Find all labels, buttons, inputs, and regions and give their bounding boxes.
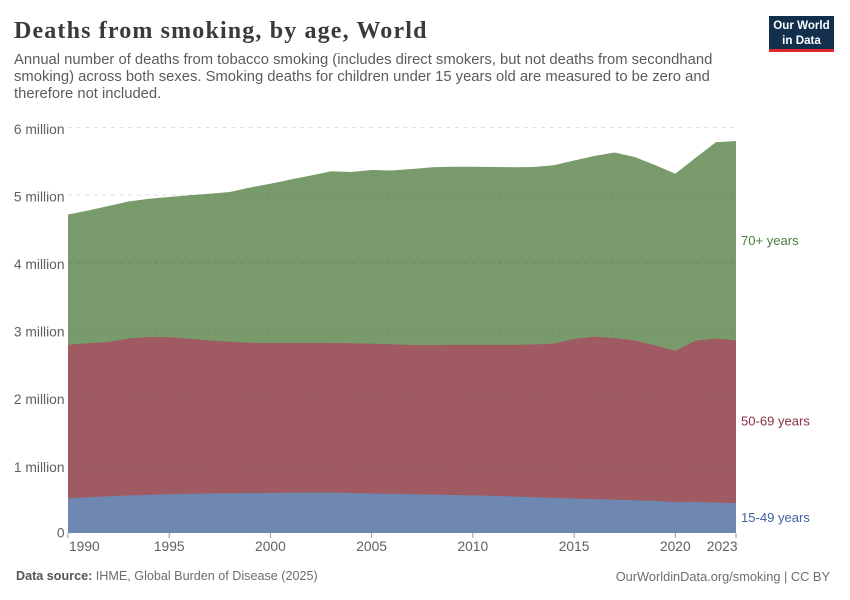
svg-text:2010: 2010 xyxy=(457,539,488,554)
svg-text:5 million: 5 million xyxy=(14,189,65,204)
svg-text:0: 0 xyxy=(57,525,65,540)
svg-text:6 million: 6 million xyxy=(14,122,65,137)
svg-text:50-69 years: 50-69 years xyxy=(741,413,810,428)
svg-text:2023: 2023 xyxy=(707,539,738,554)
svg-text:2000: 2000 xyxy=(255,539,286,554)
svg-text:1990: 1990 xyxy=(69,539,100,554)
svg-text:2020: 2020 xyxy=(660,539,691,554)
svg-text:1 million: 1 million xyxy=(14,460,65,475)
svg-text:3 million: 3 million xyxy=(14,325,65,340)
svg-text:2 million: 2 million xyxy=(14,392,65,407)
svg-text:2015: 2015 xyxy=(559,539,590,554)
svg-text:1995: 1995 xyxy=(154,539,185,554)
svg-text:4 million: 4 million xyxy=(14,257,65,272)
svg-text:70+ years: 70+ years xyxy=(741,233,799,248)
svg-text:2005: 2005 xyxy=(356,539,387,554)
svg-text:15-49 years: 15-49 years xyxy=(741,510,810,525)
